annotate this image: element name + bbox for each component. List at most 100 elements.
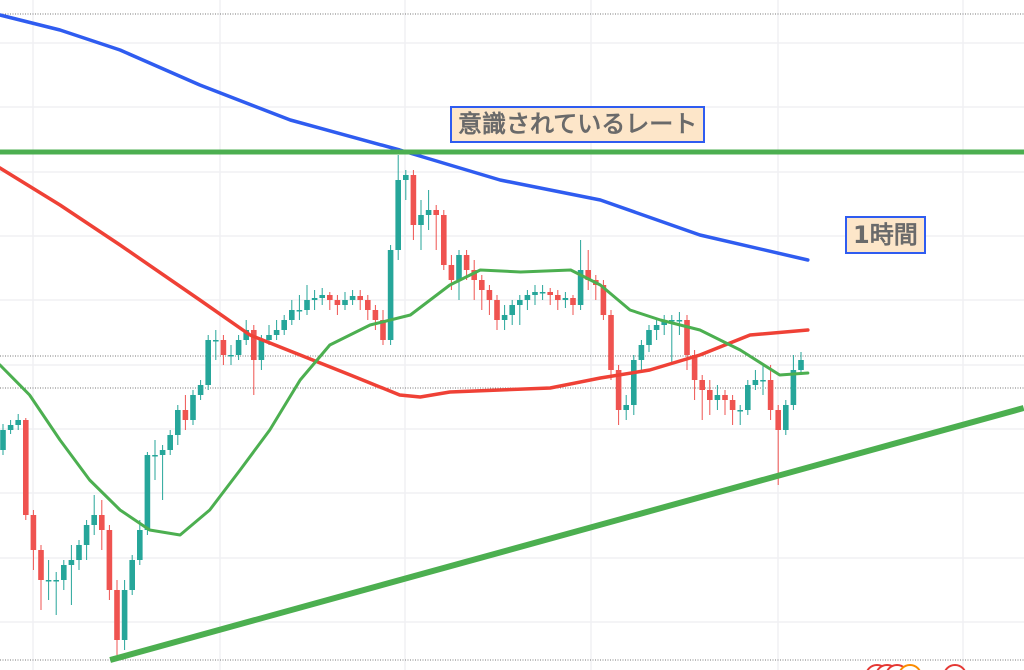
- dotted-price-lines: [0, 13, 1024, 661]
- candle: [646, 325, 652, 352]
- candle: [106, 525, 113, 600]
- candle-body: [99, 515, 105, 530]
- candle: [228, 345, 234, 365]
- candle: [547, 288, 553, 305]
- candle: [593, 275, 599, 300]
- candle-body: [684, 320, 690, 355]
- candle-body: [349, 296, 356, 300]
- candle-body: [653, 325, 660, 330]
- candle: [729, 395, 736, 425]
- candle-body: [45, 580, 52, 582]
- candle: [61, 560, 67, 590]
- candle-body: [707, 390, 713, 400]
- candle: [638, 340, 645, 370]
- candle-body: [152, 455, 158, 457]
- candle: [68, 545, 75, 605]
- candle-body: [281, 320, 287, 330]
- candle: [623, 395, 629, 420]
- moving-average-green: [0, 268, 810, 537]
- candle-body: [547, 292, 553, 295]
- candle: [38, 545, 44, 610]
- candle: [114, 580, 120, 655]
- candle-body: [114, 590, 120, 640]
- candle: [608, 310, 614, 380]
- candle: [213, 330, 219, 360]
- candle-body: [38, 550, 44, 580]
- candle-body: [311, 298, 318, 300]
- candle: [684, 315, 690, 370]
- candle: [524, 290, 531, 310]
- candle-body: [722, 395, 728, 400]
- candle: [494, 295, 500, 330]
- candle: [501, 305, 508, 330]
- drawings: [0, 149, 1024, 663]
- candle: [7, 420, 14, 434]
- candle-body: [638, 345, 645, 360]
- event-icon: [944, 664, 966, 670]
- candle-body: [691, 355, 698, 380]
- candle: [182, 395, 189, 430]
- candle: [767, 365, 774, 420]
- candle: [471, 260, 477, 300]
- candle: [463, 250, 470, 280]
- candle: [220, 335, 227, 365]
- candle: [783, 400, 789, 435]
- candle: [555, 290, 561, 310]
- candle-body: [121, 590, 128, 640]
- candle-body: [357, 296, 363, 300]
- candle-body: [608, 315, 614, 370]
- candle: [775, 405, 781, 485]
- candle: [517, 295, 523, 325]
- candle-body: [623, 405, 629, 410]
- candle-body: [463, 255, 470, 270]
- candle-body: [273, 330, 280, 335]
- candle: [790, 355, 797, 410]
- candle-body: [167, 435, 173, 450]
- candle-body: [524, 295, 531, 300]
- candle: [365, 295, 371, 320]
- candle-body: [600, 285, 607, 315]
- candle: [714, 385, 721, 410]
- candle-body: [23, 420, 29, 515]
- candle-body: [509, 305, 515, 315]
- candle: [296, 295, 303, 320]
- moving-average-blue: [0, 13, 810, 262]
- candle-body: [767, 380, 774, 410]
- candle: [144, 452, 151, 535]
- candle-body: [699, 380, 705, 390]
- candle-body: [798, 360, 804, 370]
- candle-body: [403, 175, 409, 180]
- candle: [570, 295, 576, 315]
- candle-body: [175, 410, 181, 435]
- candle: [175, 405, 181, 445]
- candle: [53, 572, 59, 615]
- candle: [342, 292, 348, 310]
- candle-body: [714, 395, 721, 400]
- candle: [281, 315, 287, 335]
- candle: [425, 190, 432, 230]
- candle: [76, 540, 82, 570]
- candle-body: [585, 270, 591, 280]
- candle: [410, 170, 417, 240]
- candle-body: [342, 300, 348, 305]
- candle: [167, 430, 173, 455]
- candle: [311, 290, 318, 310]
- candle: [205, 335, 211, 390]
- candle-body: [745, 385, 751, 410]
- candle: [137, 520, 143, 565]
- candle-body: [289, 310, 295, 320]
- candle-body: [372, 310, 379, 320]
- candle: [699, 375, 705, 420]
- event-icons[interactable]: [866, 664, 966, 670]
- candle: [15, 414, 21, 430]
- candle: [737, 405, 743, 425]
- moving-average-red: [0, 166, 810, 399]
- candle-body: [190, 395, 196, 420]
- candle-body: [737, 410, 743, 412]
- candle: [23, 418, 29, 520]
- candle-body: [570, 298, 576, 305]
- candle-body: [0, 430, 6, 450]
- candle-body: [433, 210, 439, 215]
